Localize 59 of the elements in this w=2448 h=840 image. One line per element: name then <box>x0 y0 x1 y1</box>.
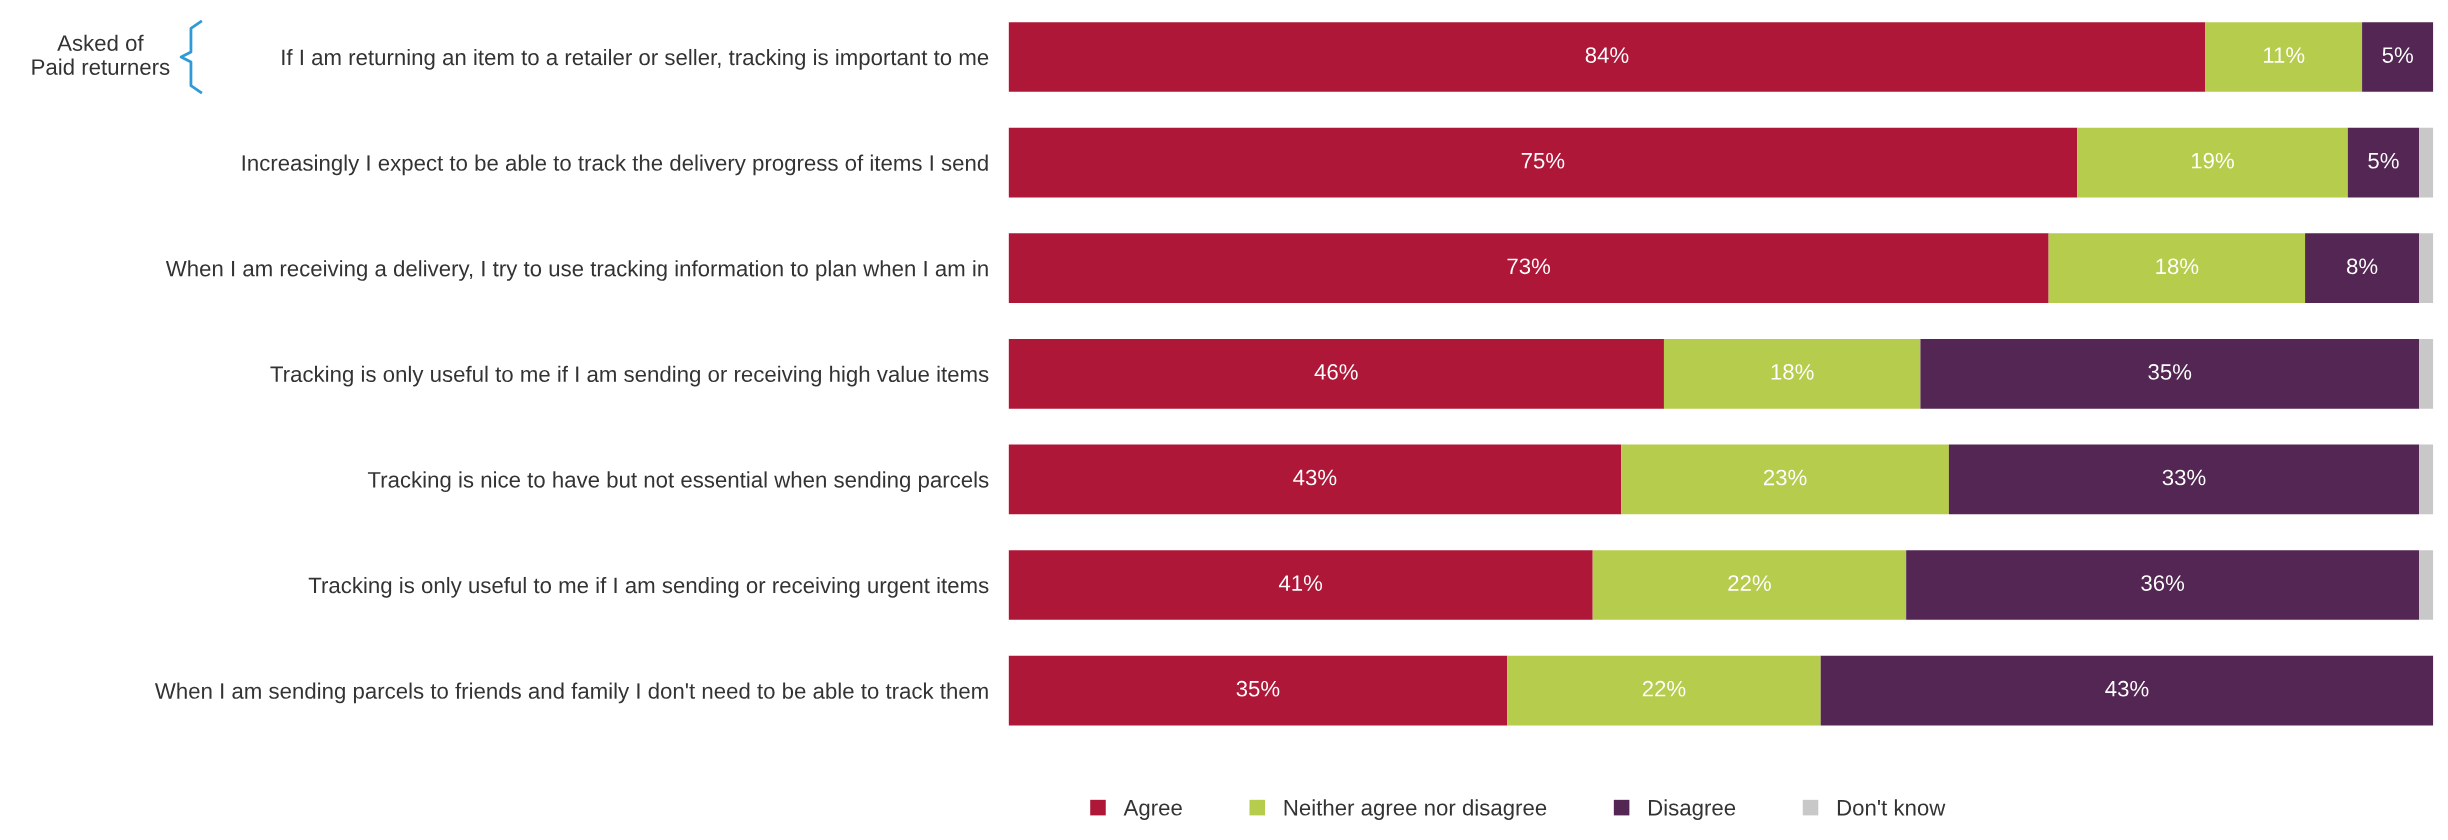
data-label: 36% <box>2141 575 2185 591</box>
bar <box>2347 127 2420 198</box>
data-label: 41% <box>1278 575 1323 591</box>
data-label: 5% <box>2368 152 2399 169</box>
bar <box>1820 655 2434 726</box>
data-label: 5% <box>2382 47 2413 63</box>
data-label: 18% <box>1771 364 1814 380</box>
data-label: 33% <box>2162 469 2206 486</box>
data-label: 43% <box>1293 469 1337 486</box>
bar <box>2419 550 2434 620</box>
data-label: 35% <box>1236 680 1280 697</box>
bar <box>2077 127 2348 198</box>
data-label: 18% <box>2156 258 2199 275</box>
y-tick-label: When I am receiving a delivery, I try to use tracking information to plan when I am in <box>165 260 988 281</box>
bar <box>1663 338 1921 409</box>
data-label: 8% <box>2346 258 2378 275</box>
data-label: 46% <box>1314 364 1358 380</box>
data-label: 43% <box>2105 680 2149 697</box>
y-tick-label: Increasingly I expect to be able to track the delivery progress of items I send <box>242 154 988 176</box>
bar <box>1592 550 1907 620</box>
text: Asked of Paid returners <box>32 34 170 75</box>
bar <box>2048 233 2306 304</box>
data-label: 35% <box>2148 364 2192 380</box>
data-label: 11% <box>2263 47 2305 63</box>
bar <box>1920 338 2420 409</box>
legend-label: Don't know <box>1837 799 1946 816</box>
bar <box>2362 22 2434 92</box>
bar <box>1008 127 2078 198</box>
bar <box>2419 338 2434 409</box>
bar <box>1621 444 1949 515</box>
y-tick-label: Tracking is only useful to me if I am sending or receiving high value items <box>270 365 989 387</box>
legend-label: Disagree <box>1648 799 1736 820</box>
data-label: 73% <box>1507 258 1551 275</box>
bar <box>1008 550 1593 620</box>
bar <box>2419 444 2434 515</box>
data-label: 19% <box>2191 152 2234 169</box>
legend-label: Neither agree nor disagree <box>1284 799 1547 820</box>
bar <box>2305 233 2420 304</box>
y-tick-label: When I am sending parcels to friends and family I don't need to be able to track them <box>154 682 988 704</box>
bar <box>1008 22 2206 92</box>
data-label: 22% <box>1728 575 1771 591</box>
bar <box>2419 127 2434 198</box>
bar <box>1008 655 1508 726</box>
data-label: 84% <box>1585 47 1629 63</box>
bar <box>1906 550 2420 620</box>
bar <box>1008 338 1664 409</box>
bar <box>2419 233 2434 304</box>
bar <box>1507 655 1821 726</box>
bar <box>1008 233 2049 304</box>
bar <box>1008 444 1622 515</box>
y-tick-label: If I am returning an item to a retailer or seller, tracking is important to me <box>282 48 989 70</box>
bar <box>2205 22 2363 92</box>
bar <box>1948 444 2420 515</box>
y-tick-label: Tracking is only useful to me if I am sending or receiving urgent items <box>308 576 989 598</box>
data-label: 23% <box>1763 469 1807 486</box>
data-label: 75% <box>1521 152 1565 169</box>
data-label: 22% <box>1642 680 1686 697</box>
y-tick-label: Tracking is nice to have but not essential when sending parcels <box>367 471 989 493</box>
legend-label: Agree <box>1123 800 1182 820</box>
